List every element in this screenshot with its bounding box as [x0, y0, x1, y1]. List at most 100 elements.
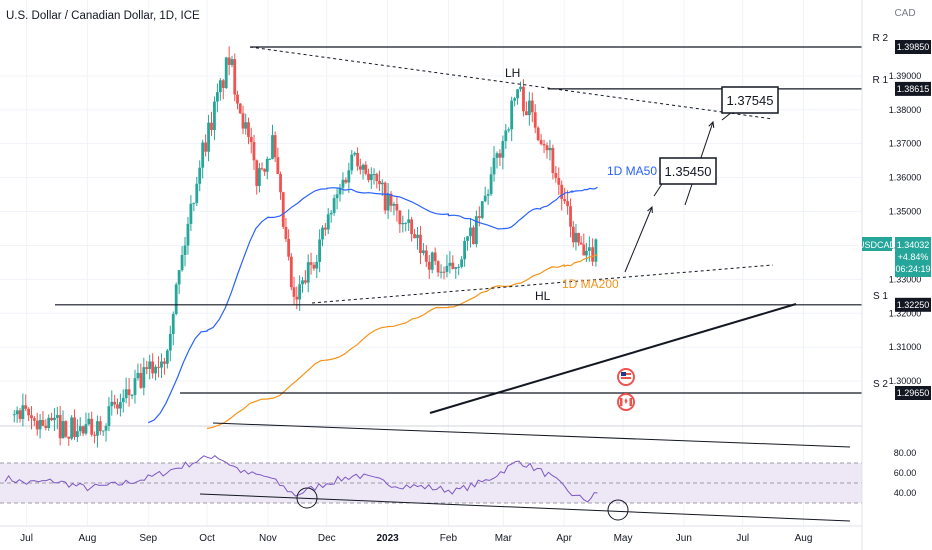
price-tick-label: 1.39000	[889, 71, 922, 81]
time-tick-label: Dec	[318, 533, 336, 544]
candle-body	[186, 223, 190, 246]
candle-body	[404, 222, 408, 224]
candle-body	[486, 194, 490, 196]
candle-body	[201, 142, 205, 168]
candle-body	[424, 250, 428, 262]
time-tick-label: Nov	[259, 533, 277, 544]
level-price-label: 1.38615	[897, 84, 930, 94]
candle-body	[24, 405, 28, 409]
candle-body	[204, 142, 208, 152]
price-tick-label: 1.37000	[889, 139, 922, 149]
svg-text:USDCAD: USDCAD	[858, 240, 897, 250]
candle-body	[361, 164, 365, 170]
candle-body	[249, 136, 253, 143]
candle-body	[244, 122, 248, 129]
candle-body	[380, 182, 384, 185]
projection-arrow-1-head	[647, 205, 653, 214]
lh-label: LH	[505, 66, 520, 80]
time-tick-label: Sep	[139, 533, 157, 544]
rsi-low-marker-1	[296, 487, 318, 509]
candle-body	[306, 262, 310, 283]
time-tick-label: Feb	[440, 533, 458, 544]
candle-body	[551, 147, 555, 174]
candle-body	[227, 57, 231, 65]
candle-body	[263, 169, 267, 172]
candle-body	[124, 389, 128, 399]
candle-body	[301, 280, 304, 285]
candle-body	[344, 179, 348, 183]
projection-arrow-1	[624, 206, 653, 273]
candle-body	[64, 421, 68, 437]
canada-flag-icon[interactable]	[617, 393, 635, 411]
candle-body	[321, 227, 324, 240]
rsi-line	[4, 455, 598, 503]
candle-body	[207, 122, 210, 152]
candle-body	[525, 111, 528, 116]
candle-body	[407, 219, 411, 223]
candle-body	[457, 266, 461, 268]
candle-body	[127, 389, 131, 396]
candle-body	[474, 216, 478, 245]
time-axis[interactable]: Jul Aug Sep Oct Nov Dec 2023 Feb Mar Apr May Jun Jul…	[20, 533, 812, 544]
candle-body	[177, 270, 181, 285]
price-tick-label: 1.38000	[889, 105, 922, 115]
candle-body	[15, 410, 19, 415]
candle-body	[55, 415, 59, 418]
us-flag-icon[interactable]	[617, 368, 635, 386]
candle-body	[350, 154, 354, 171]
candle-body	[326, 214, 330, 230]
ma200-line	[206, 254, 598, 430]
rsi-low-marker-2	[607, 499, 629, 521]
level-price-tag	[895, 40, 931, 54]
last-price-tag: 1.34032 +4.84% 06:24:19	[895, 237, 931, 277]
time-tick-label: Jul	[736, 533, 749, 544]
candle-body	[298, 284, 302, 300]
candle-body	[101, 430, 105, 432]
candle-body	[410, 219, 414, 235]
candle-body	[281, 192, 285, 227]
candle-body	[224, 57, 228, 89]
candle-body	[364, 164, 368, 174]
time-tick-label: Jun	[676, 533, 692, 544]
candle-body	[504, 130, 508, 142]
candle-body	[341, 179, 345, 188]
candle-body	[594, 239, 598, 262]
candle-body	[218, 80, 222, 93]
long-term-support-line	[429, 303, 797, 414]
trend-drawings	[55, 46, 862, 522]
candle-body	[38, 420, 42, 430]
svg-text:06:24:19: 06:24:19	[895, 264, 930, 274]
candle-body	[312, 264, 316, 269]
candle-body	[372, 174, 376, 176]
candle-body	[483, 195, 487, 202]
candle-body	[536, 127, 540, 141]
candle-body	[27, 408, 31, 416]
candle-body	[47, 417, 51, 428]
rsi-axis[interactable]: 80.00 60.00 40.00	[894, 448, 917, 498]
candle-body	[498, 153, 502, 158]
candle-body	[472, 227, 475, 245]
candle-body	[442, 271, 446, 273]
candle-body	[530, 100, 534, 113]
candle-body	[61, 421, 65, 439]
candle-body	[401, 223, 405, 225]
candle-body	[168, 333, 172, 351]
candle-body	[587, 247, 591, 251]
candle-body	[151, 361, 155, 374]
candle-body	[271, 135, 274, 159]
svg-text:1.34032: 1.34032	[897, 240, 930, 250]
candle-body	[258, 168, 261, 186]
candle-body	[171, 313, 175, 334]
candle-body	[136, 372, 140, 379]
candle-body	[96, 421, 99, 436]
candle-body	[110, 401, 114, 407]
candle-body	[303, 280, 307, 283]
svg-text:1.37545: 1.37545	[727, 93, 774, 108]
candle-body	[519, 86, 522, 90]
price-tick-label: 1.33000	[889, 274, 922, 284]
candle-body	[133, 378, 137, 395]
indicator-lines	[147, 186, 598, 430]
candle-body	[53, 417, 56, 421]
candle-body	[507, 129, 511, 131]
